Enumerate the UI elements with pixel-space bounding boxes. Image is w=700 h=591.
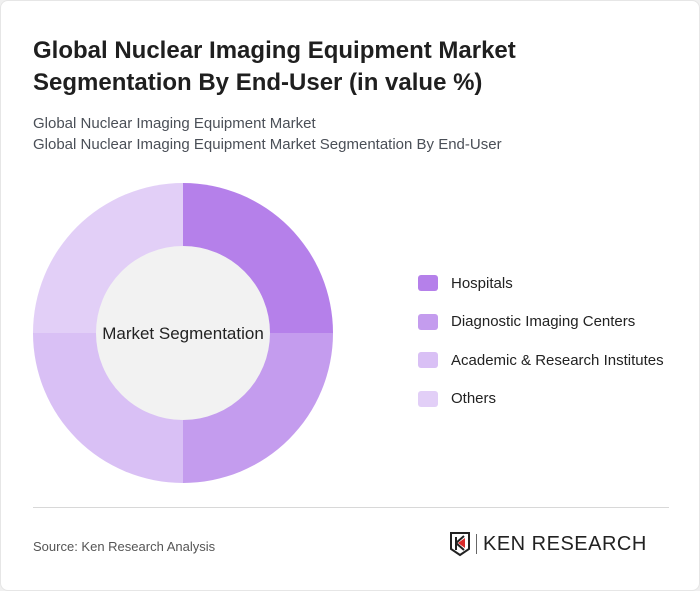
chart-title: Global Nuclear Imaging Equipment Market … [33,37,516,96]
legend-item[interactable]: Hospitals [418,264,664,303]
donut-hole [96,246,270,420]
legend-swatch [418,390,438,407]
legend-swatch [418,352,438,369]
center-label: Market Segmentation [102,324,264,343]
legend-label: Others [451,390,497,408]
divider [33,507,669,508]
legend-swatch [418,313,438,330]
logo-text: KEN RESEARCH [483,532,647,555]
subtitle-segmentation: Global Nuclear Imaging Equipment Market … [33,136,502,153]
legend-swatch [418,275,438,292]
legend-label: Academic & Research Institutes [451,351,664,369]
legend-label: Hospitals [451,274,513,292]
subtitle-market: Global Nuclear Imaging Equipment Market [33,115,316,132]
legend: Hospitals Diagnostic Imaging Centers Acade… [418,264,664,418]
legend-item[interactable]: Academic & Research Institutes [418,341,664,380]
ken-research-logo: KEN RESEARCH [449,531,647,557]
source-text: Source: Ken Research Analysis [33,539,216,554]
ken-logo-icon [450,532,470,557]
legend-item[interactable]: Diagnostic Imaging Centers [418,303,664,342]
donut-chart: Market Segmentation [33,183,333,483]
legend-label: Diagnostic Imaging Centers [451,313,636,331]
legend-item[interactable]: Others [418,380,664,419]
